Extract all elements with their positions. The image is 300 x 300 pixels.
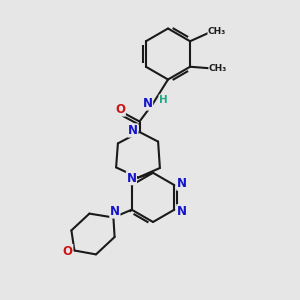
Text: CH₃: CH₃ <box>209 64 227 73</box>
Text: CH₃: CH₃ <box>208 27 226 36</box>
Text: N: N <box>177 205 187 218</box>
Text: N: N <box>142 97 153 110</box>
Text: O: O <box>63 244 73 258</box>
Text: N: N <box>128 124 138 137</box>
Text: N: N <box>126 172 136 185</box>
Text: H: H <box>159 95 168 105</box>
Text: O: O <box>115 103 125 116</box>
Text: N: N <box>110 205 120 218</box>
Text: N: N <box>177 177 187 190</box>
